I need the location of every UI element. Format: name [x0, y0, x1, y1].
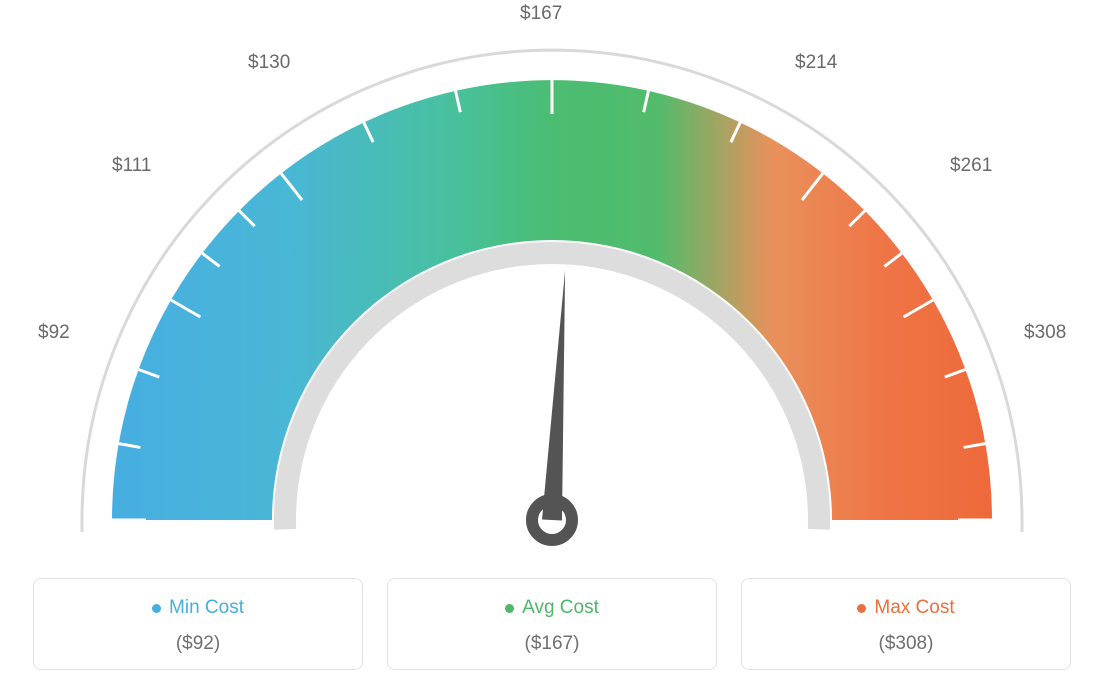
legend-card-max: Max Cost ($308)	[741, 578, 1071, 670]
legend-label: Avg Cost	[522, 597, 599, 619]
legend-title-max: Max Cost	[857, 597, 954, 619]
cost-gauge-widget: $92 $111 $130 $167 $214 $261 $308 Min Cost ($9…	[0, 0, 1104, 690]
legend-value: ($92)	[44, 633, 352, 655]
scale-label: $167	[520, 3, 562, 25]
scale-label: $130	[248, 52, 290, 74]
scale-label: $261	[950, 155, 992, 177]
scale-label: $111	[112, 155, 151, 177]
scale-label: $308	[1024, 322, 1066, 344]
scale-label: $92	[38, 322, 70, 344]
gauge-needle	[542, 270, 565, 520]
gauge-svg	[22, 20, 1082, 560]
legend-title-min: Min Cost	[152, 597, 244, 619]
gauge-area: $92 $111 $130 $167 $214 $261 $308	[0, 0, 1104, 560]
legend-label: Max Cost	[874, 597, 954, 619]
legend-row: Min Cost ($92) Avg Cost ($167) Max Cost …	[0, 578, 1104, 670]
dot-icon	[505, 604, 514, 613]
dot-icon	[857, 604, 866, 613]
legend-card-min: Min Cost ($92)	[33, 578, 363, 670]
legend-card-avg: Avg Cost ($167)	[387, 578, 717, 670]
dot-icon	[152, 604, 161, 613]
legend-label: Min Cost	[169, 597, 244, 619]
legend-value: ($167)	[398, 633, 706, 655]
legend-value: ($308)	[752, 633, 1060, 655]
scale-label: $214	[795, 52, 837, 74]
legend-title-avg: Avg Cost	[505, 597, 599, 619]
